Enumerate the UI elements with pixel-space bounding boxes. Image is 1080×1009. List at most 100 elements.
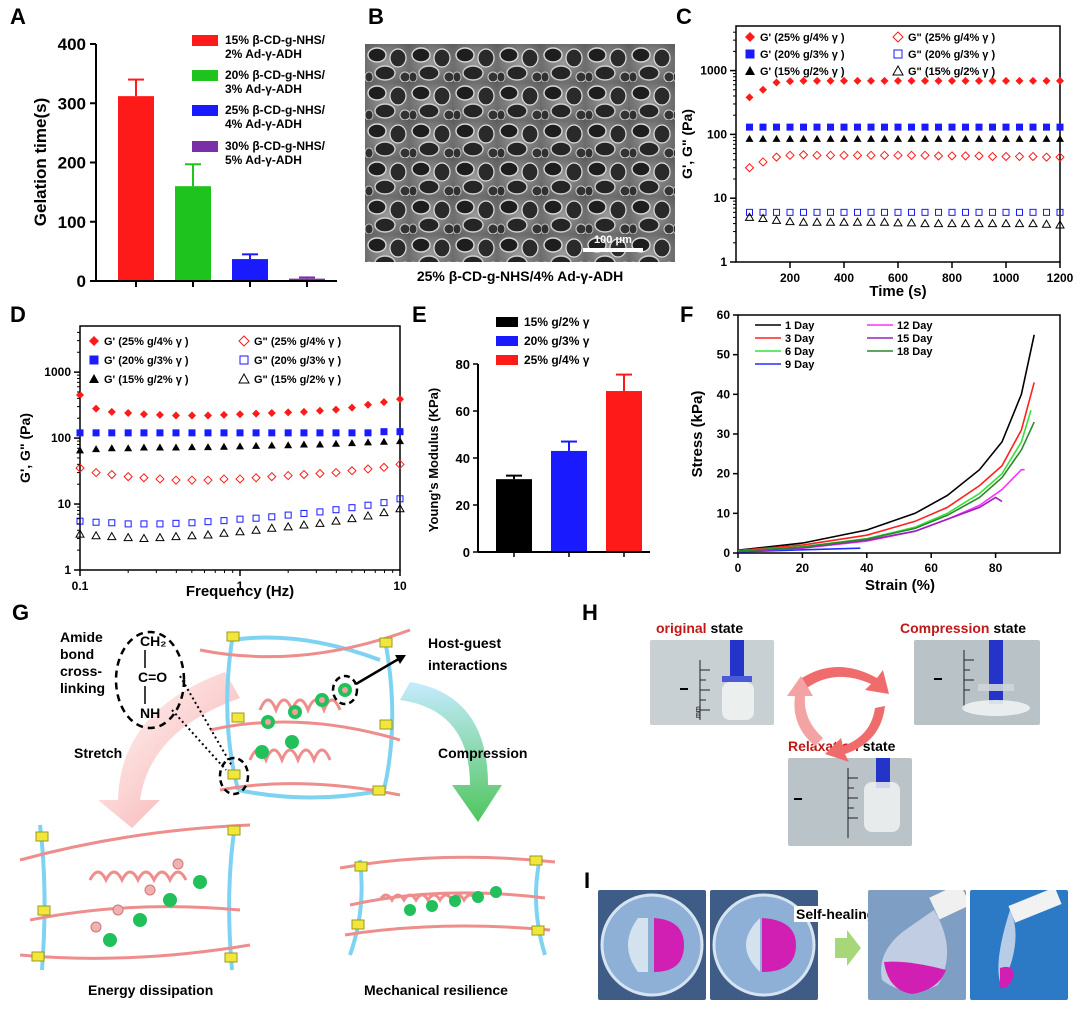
data-point xyxy=(893,217,903,227)
data-point xyxy=(106,531,117,541)
data-point xyxy=(331,405,340,414)
data-point xyxy=(316,429,324,437)
data-point xyxy=(745,93,754,102)
hostguest-label: interactions xyxy=(428,657,508,673)
data-point xyxy=(171,475,181,485)
legend-item: 9 Day xyxy=(785,359,815,371)
data-point xyxy=(123,471,133,482)
data-point xyxy=(840,208,848,216)
data-point xyxy=(364,429,372,437)
healing-photo-1 xyxy=(598,890,706,1000)
data-point xyxy=(974,151,984,161)
data-point xyxy=(363,510,373,520)
data-point xyxy=(799,134,808,142)
data-point xyxy=(1002,76,1010,85)
data-point xyxy=(935,208,942,216)
data-point xyxy=(920,150,930,161)
data-point xyxy=(1015,76,1024,85)
a-legend-l1: 25% β-CD-g-NHS/ xyxy=(225,103,326,117)
data-point xyxy=(1015,134,1024,142)
data-point xyxy=(203,475,213,485)
y-tick-label: 0 xyxy=(463,545,470,560)
compression-label: Compression xyxy=(438,745,527,761)
panel-a: A 0 100 200 300 400 Gelation time(s) 15% β-C… xyxy=(0,0,360,300)
data-point xyxy=(155,532,165,542)
data-point xyxy=(187,475,197,485)
bar xyxy=(289,278,325,281)
series-line xyxy=(737,421,1035,552)
data-point xyxy=(813,208,821,216)
data-point xyxy=(798,150,809,160)
data-point xyxy=(315,468,325,479)
data-point xyxy=(975,76,983,85)
data-point xyxy=(108,429,116,437)
data-point xyxy=(745,134,754,142)
data-point xyxy=(236,429,244,437)
data-point xyxy=(894,123,902,131)
data-point xyxy=(220,429,228,437)
chart-c: 1 10 100 1000 200 400 600 800 1000 1200 G', G" (P… xyxy=(679,25,1074,300)
data-point xyxy=(852,217,863,226)
data-point xyxy=(759,85,767,94)
data-point xyxy=(187,443,196,451)
data-point xyxy=(380,428,388,436)
data-point xyxy=(156,520,164,528)
data-point xyxy=(880,134,889,142)
bar xyxy=(175,186,211,281)
amide-zoom-circle xyxy=(114,630,186,730)
data-point xyxy=(266,523,277,532)
x-tick-label: 20 xyxy=(796,561,810,575)
legend-item: G' (20% g/3% γ ) xyxy=(760,49,845,61)
data-point xyxy=(759,123,767,131)
y-tick-label: 100 xyxy=(58,213,86,232)
data-point xyxy=(785,150,795,161)
data-point xyxy=(363,464,373,474)
data-point xyxy=(267,441,276,449)
data-point xyxy=(1029,208,1037,216)
data-point xyxy=(866,150,876,161)
data-point xyxy=(140,520,148,528)
data-point xyxy=(771,152,782,162)
data-point xyxy=(948,134,956,142)
crosslink-markers xyxy=(226,631,393,796)
data-point xyxy=(347,403,356,412)
data-point xyxy=(892,64,904,76)
x-tick-label: 80 xyxy=(989,561,1003,575)
data-point xyxy=(1001,218,1011,228)
data-point xyxy=(284,408,293,417)
x-tick-label: 600 xyxy=(888,271,908,285)
compression-arrow xyxy=(400,682,502,822)
amide-label: linking xyxy=(60,680,105,696)
data-point xyxy=(220,517,228,525)
data-point xyxy=(315,518,325,527)
series-line xyxy=(737,468,1025,553)
y-tick-label: 80 xyxy=(456,357,470,372)
self-healing-arrow xyxy=(835,930,861,966)
data-point xyxy=(1055,152,1065,162)
data-point xyxy=(252,429,260,437)
top-network xyxy=(225,635,395,800)
panel-d: D 1 10 100 1000 0.1 1 10 G', G" (Pa) Frequency… xyxy=(0,300,410,600)
data-point xyxy=(772,78,781,87)
x-tick-label: 0 xyxy=(735,561,742,575)
data-point xyxy=(812,217,822,226)
panel-g-label: G xyxy=(12,600,30,625)
data-point xyxy=(316,508,324,516)
data-point xyxy=(1002,208,1010,216)
data-point xyxy=(236,410,244,419)
healing-photo-4 xyxy=(970,890,1068,1000)
data-point xyxy=(140,429,148,437)
data-point xyxy=(759,134,767,142)
data-point xyxy=(188,429,196,437)
panel-c: C 1 10 100 1000 200 400 600 800 1000 1200 G', G" … xyxy=(668,0,1080,300)
data-point xyxy=(332,429,340,437)
panel-b-caption: 25% β-CD-g-NHS/4% Ad-γ-ADH xyxy=(416,268,624,284)
data-point xyxy=(380,499,388,507)
y-tick-label: 1 xyxy=(720,255,727,269)
data-point xyxy=(89,336,99,346)
data-point xyxy=(893,150,903,161)
original-state-photo: mm xyxy=(650,640,774,725)
panel-g: G xyxy=(0,600,590,1009)
data-point xyxy=(396,495,404,503)
data-point xyxy=(171,531,181,541)
